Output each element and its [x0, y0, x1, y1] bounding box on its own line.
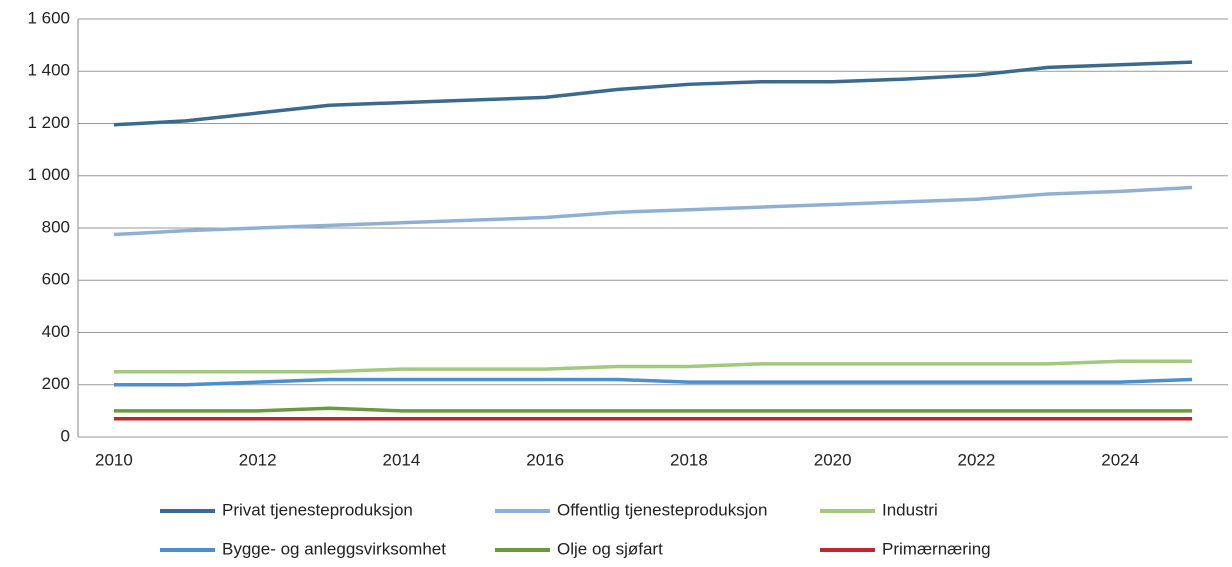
y-tick-label: 1 600 — [27, 8, 70, 27]
legend-label: Olje og sjøfart — [557, 539, 663, 558]
x-tick-label: 2022 — [958, 450, 996, 469]
x-tick-label: 2020 — [814, 450, 852, 469]
series-line — [113, 406, 1193, 413]
series-line — [113, 185, 1193, 237]
y-tick-label: 1 200 — [27, 113, 70, 132]
x-tick-label: 2010 — [95, 450, 133, 469]
legend-label: Bygge- og anleggsvirksomhet — [222, 539, 446, 558]
legend-item: Offentlig tjenesteproduksjon — [495, 500, 767, 519]
legend-label: Primærnæring — [882, 539, 991, 558]
y-tick-label: 0 — [61, 426, 70, 445]
legend-item: Privat tjenesteproduksjon — [160, 500, 413, 519]
legend-label: Privat tjenesteproduksjon — [222, 500, 413, 519]
y-tick-label: 1 000 — [27, 165, 70, 184]
series-line — [113, 60, 1193, 127]
x-tick-label: 2012 — [239, 450, 277, 469]
series-line — [113, 359, 1193, 374]
y-tick-label: 400 — [42, 322, 70, 341]
legend-label: Industri — [882, 500, 938, 519]
series-line — [113, 377, 1193, 387]
legend-item: Bygge- og anleggsvirksomhet — [160, 539, 446, 558]
y-tick-label: 600 — [42, 270, 70, 289]
legend-item: Primærnæring — [820, 539, 991, 558]
x-tick-label: 2014 — [383, 450, 421, 469]
y-tick-label: 1 400 — [27, 61, 70, 80]
y-tick-label: 800 — [42, 217, 70, 236]
x-tick-label: 2024 — [1101, 450, 1139, 469]
x-tick-label: 2016 — [526, 450, 564, 469]
legend-item: Industri — [820, 500, 938, 519]
y-tick-label: 200 — [42, 374, 70, 393]
legend-item: Olje og sjøfart — [495, 539, 663, 558]
legend-label: Offentlig tjenesteproduksjon — [557, 500, 767, 519]
x-tick-label: 2018 — [670, 450, 708, 469]
